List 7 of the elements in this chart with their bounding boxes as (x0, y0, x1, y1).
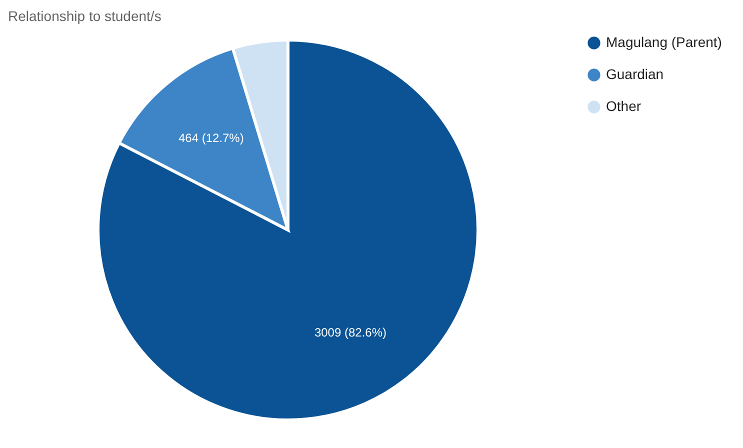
legend-label: Other (606, 98, 642, 114)
legend-label: Magulang (Parent) (606, 34, 722, 50)
data-label: 3009 (82.6%) (314, 325, 386, 340)
data-label: 464 (12.7%) (178, 130, 244, 145)
chart-title: Relationship to student/s (8, 8, 162, 24)
legend-label: Guardian (606, 66, 664, 82)
pie-slice (96, 38, 480, 422)
